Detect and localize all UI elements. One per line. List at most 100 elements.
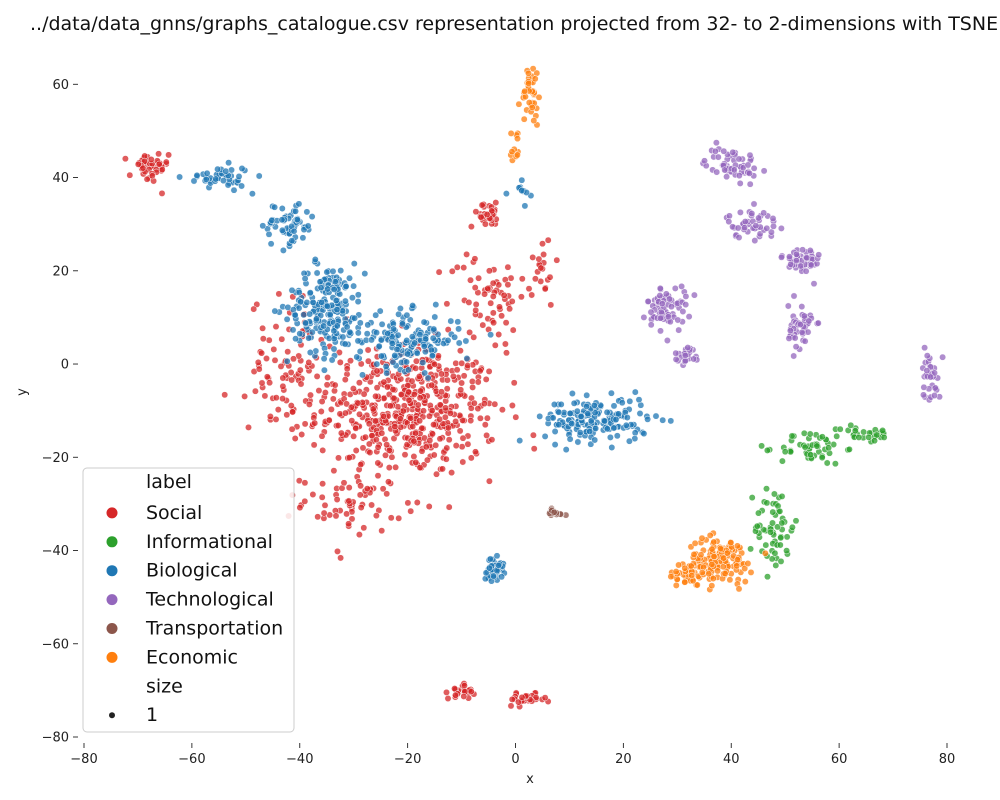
point-social (485, 267, 493, 275)
point-social (541, 285, 549, 293)
point-technological (746, 151, 754, 159)
point-informational (818, 454, 826, 462)
point-social (287, 402, 295, 410)
point-social (374, 443, 382, 451)
point-social (416, 394, 424, 402)
point-biological (377, 352, 385, 360)
point-technological (658, 300, 666, 308)
point-social (315, 387, 323, 395)
point-social (410, 437, 418, 445)
point-social (258, 379, 266, 387)
point-social (404, 499, 412, 507)
point-social (436, 401, 444, 409)
point-social (540, 251, 548, 258)
point-social (469, 383, 477, 391)
point-biological (306, 349, 314, 356)
y-tick-label: 60 (52, 78, 69, 93)
point-biological (455, 325, 463, 333)
point-biological (557, 400, 565, 408)
point-social (508, 297, 516, 305)
point-social (414, 401, 422, 409)
point-social (275, 290, 283, 298)
point-technological (798, 328, 806, 336)
point-social (491, 400, 499, 408)
point-biological (408, 333, 416, 341)
point-social (317, 408, 325, 415)
point-informational (755, 509, 762, 517)
point-social (373, 384, 381, 392)
point-social (553, 256, 561, 264)
point-technological (713, 168, 721, 176)
point-biological (384, 330, 392, 338)
point-social (467, 688, 475, 696)
point-social (261, 392, 269, 400)
point-biological (259, 222, 267, 230)
point-biological (230, 186, 238, 194)
legend-label-economic: Economic (146, 646, 238, 668)
point-social (343, 510, 351, 518)
point-technological (751, 237, 759, 245)
point-biological (313, 269, 321, 277)
legend-marker-economic (106, 651, 118, 663)
point-social (476, 367, 484, 375)
point-social (460, 264, 468, 272)
point-technological (644, 297, 652, 305)
point-biological (584, 410, 592, 418)
point-biological (570, 399, 578, 407)
point-social (378, 527, 386, 535)
point-social (386, 402, 394, 410)
point-biological (330, 345, 338, 353)
point-biological (354, 291, 362, 299)
point-biological (490, 572, 497, 580)
point-biological (429, 334, 437, 342)
legend-label-social: Social (146, 502, 202, 524)
point-technological (725, 218, 733, 226)
point-technological (750, 164, 758, 172)
point-social (460, 682, 468, 690)
point-social (508, 695, 516, 703)
point-biological (238, 165, 246, 172)
point-biological (463, 355, 471, 362)
point-technological (763, 224, 771, 232)
point-biological (577, 412, 585, 420)
point-social (546, 273, 554, 281)
point-technological (712, 139, 720, 147)
point-biological (618, 399, 626, 407)
point-social (509, 326, 517, 334)
point-economic (690, 550, 698, 558)
point-biological (222, 167, 230, 175)
point-social (442, 455, 450, 463)
point-social (383, 490, 391, 498)
point-social (362, 433, 369, 441)
point-social (541, 694, 549, 702)
point-social (420, 407, 427, 415)
point-biological (311, 256, 319, 263)
point-economic (744, 560, 752, 567)
point-economic (514, 135, 521, 143)
point-social (278, 335, 286, 343)
point-biological (420, 318, 428, 326)
point-social (463, 250, 471, 258)
point-technological (814, 319, 822, 327)
point-biological (368, 336, 375, 344)
point-biological (203, 169, 211, 177)
point-biological (377, 336, 385, 344)
point-social (475, 274, 483, 282)
point-informational (769, 508, 777, 516)
point-social (369, 405, 377, 413)
point-biological (388, 339, 396, 347)
point-technological (805, 317, 813, 325)
point-social (481, 290, 489, 298)
point-economic (698, 569, 706, 576)
point-biological (297, 298, 305, 306)
point-biological (549, 414, 557, 422)
point-technological (769, 215, 777, 222)
legend-label-transportation: Transportation (145, 618, 283, 640)
point-biological (603, 408, 611, 416)
point-social (412, 364, 420, 372)
point-informational (771, 549, 779, 557)
point-social (374, 459, 382, 467)
point-technological (682, 292, 690, 300)
point-economic (515, 100, 523, 108)
